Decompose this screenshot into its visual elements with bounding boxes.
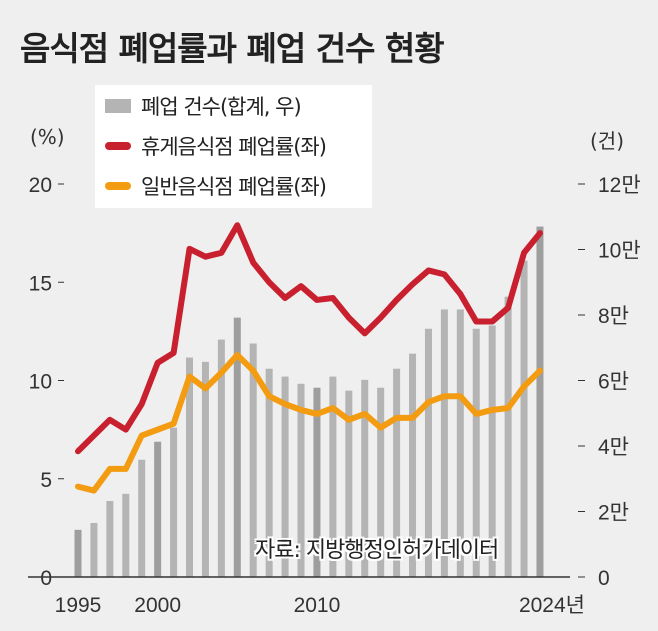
bar	[393, 368, 401, 577]
bar	[281, 376, 289, 577]
right-tick-label: 0	[598, 567, 610, 590]
x-tick-label: 2000	[134, 594, 181, 617]
left-tick-label: 20	[29, 174, 52, 197]
bar	[122, 493, 130, 577]
bar	[377, 387, 385, 577]
right-tick-label: 6만	[598, 371, 629, 394]
bar	[329, 376, 337, 577]
bar	[472, 328, 480, 577]
bar	[313, 387, 321, 577]
bar	[265, 368, 273, 577]
right-tick-label: 8만	[598, 305, 629, 328]
x-tick-label: 2024년	[519, 594, 585, 617]
left-tick-label: 0	[40, 567, 52, 590]
right-tick-label: 12만	[598, 174, 641, 197]
bar	[297, 383, 305, 577]
x-tick-label: 1995	[55, 594, 102, 617]
bar	[361, 379, 369, 577]
bar	[424, 328, 432, 577]
x-tick-label: 2010	[294, 594, 341, 617]
legend-label: 일반음식점 폐업률(좌)	[141, 175, 327, 199]
legend-swatch-orange-line	[105, 182, 131, 190]
bar	[90, 522, 98, 577]
bar	[456, 309, 464, 577]
legend-item-closures: 폐업 건수(합계, 우)	[105, 91, 302, 121]
right-tick-label: 10만	[598, 240, 641, 263]
bar	[520, 260, 528, 577]
left-tick-label: 10	[29, 371, 52, 394]
bar	[440, 309, 448, 577]
bar	[201, 361, 209, 577]
bar	[138, 459, 146, 577]
bar	[536, 226, 544, 577]
left-tick-label: 5	[40, 469, 52, 492]
legend-item-restaurant-rate: 일반음식점 폐업률(좌)	[105, 171, 327, 201]
source-note: 자료: 지방행정인허가데이터	[255, 538, 499, 563]
bar	[186, 357, 194, 577]
legend-swatch-bar	[105, 99, 131, 113]
bar	[504, 296, 512, 577]
bar	[249, 343, 257, 577]
restaurant-closure-rate-line	[75, 351, 543, 494]
cafe-closure-rate-line	[75, 222, 543, 455]
right-tick-label: 2만	[598, 502, 629, 525]
legend: 폐업 건수(합계, 우) 휴게음식점 폐업률(좌) 일반음식점 폐업률(좌)	[95, 85, 372, 208]
bar	[409, 353, 417, 577]
left-axis-unit: (%)	[30, 125, 65, 149]
legend-label: 폐업 건수(합계, 우)	[141, 95, 302, 119]
right-axis-unit: (건)	[590, 129, 625, 153]
bar	[74, 529, 82, 577]
legend-swatch-red-line	[105, 142, 131, 150]
legend-label: 휴게음식점 폐업률(좌)	[141, 135, 327, 159]
right-tick-label: 4만	[598, 436, 629, 459]
bar	[233, 317, 241, 577]
bar	[106, 501, 114, 577]
bar	[154, 441, 162, 577]
bar	[345, 390, 353, 577]
bar	[170, 427, 178, 577]
left-tick-label: 15	[29, 272, 52, 295]
bar	[488, 325, 496, 577]
legend-item-cafe-rate: 휴게음식점 폐업률(좌)	[105, 131, 327, 161]
bar	[217, 339, 225, 577]
chart-title: 음식점 폐업률과 폐업 건수 현황	[20, 29, 445, 68]
